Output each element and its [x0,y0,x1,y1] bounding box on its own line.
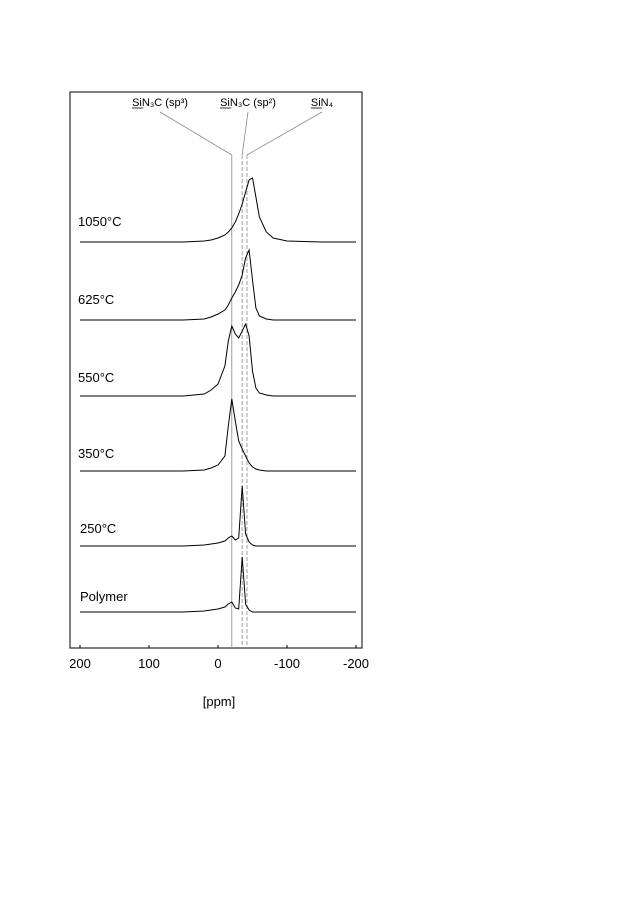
x-axis-label: [ppm] [203,694,236,709]
series-label: 350°C [78,446,114,461]
annotation: SiN₄ [311,97,334,109]
spectrum [80,398,356,472]
spectrum [80,322,356,397]
spectrum [80,177,356,243]
annotation: SiN₃C (sp²) [220,97,276,109]
annotation: SiN₃C (sp³) [132,97,188,109]
leader-line [159,111,233,156]
leader-line [246,111,323,156]
series-label: 250°C [80,521,116,536]
spectrum [80,556,356,613]
series-label: 550°C [78,370,114,385]
x-tick-label: 200 [69,656,91,671]
spectrum [80,248,356,321]
x-tick-label: -100 [274,656,300,671]
spectrum [80,485,356,547]
x-tick-label: 0 [214,656,221,671]
series-label: 625°C [78,292,114,307]
x-tick-label: -200 [343,656,369,671]
plot-frame [69,91,363,649]
series-label: Polymer [80,589,128,604]
x-tick-label: 100 [138,656,160,671]
series-label: 1050°C [78,214,122,229]
leader-line [241,111,249,156]
